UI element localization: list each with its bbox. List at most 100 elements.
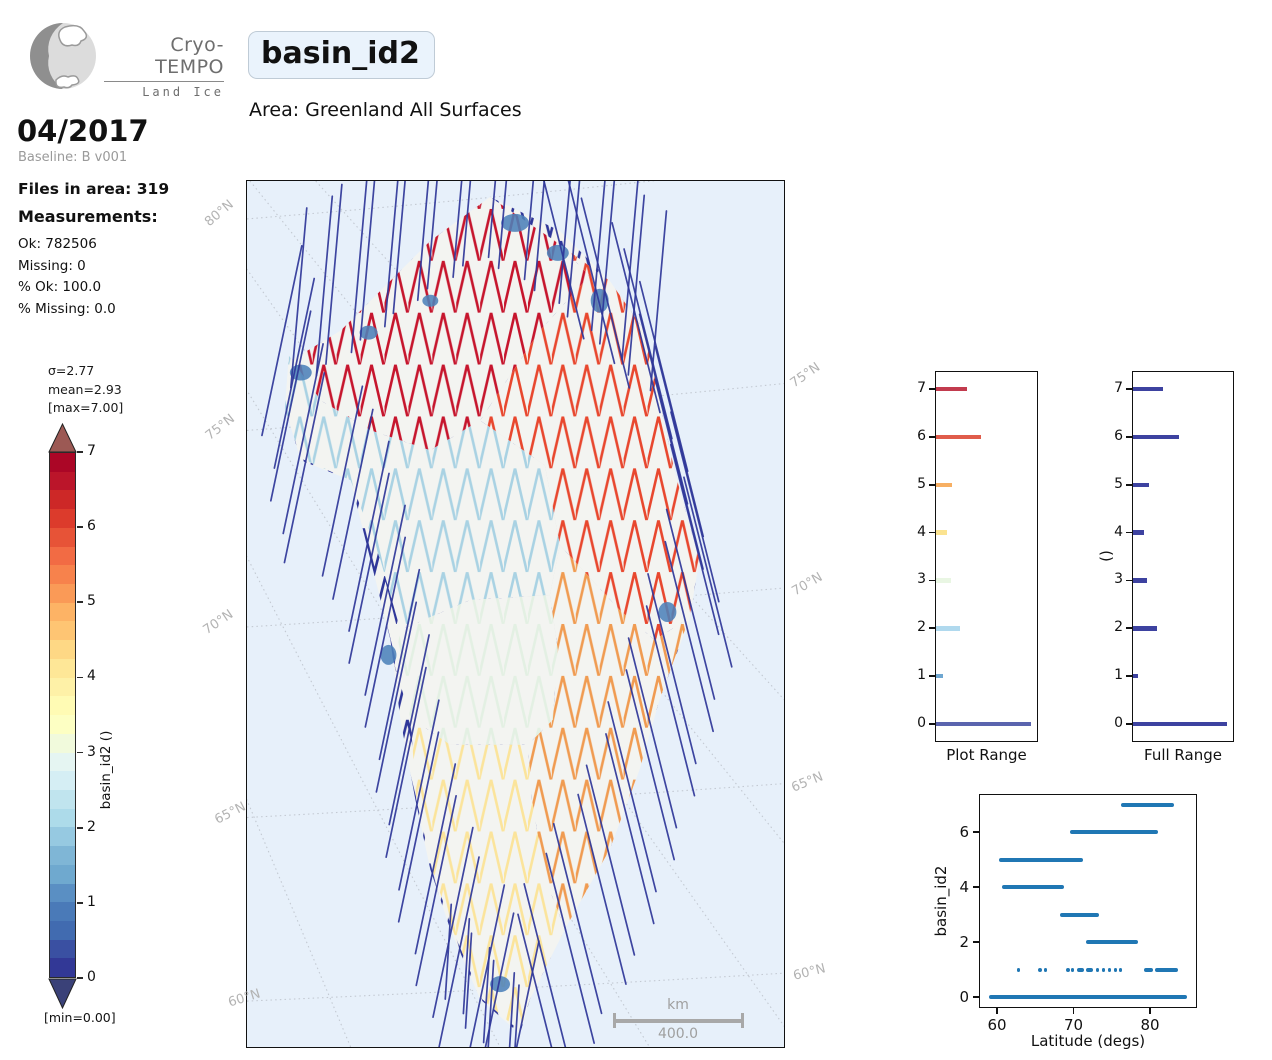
basin-5-region [527,545,690,930]
basin-1-patch [658,602,677,622]
track-spike [625,669,676,861]
colorbar-tick-label: 2 [87,818,96,835]
track-spike [647,573,697,765]
track-spike [607,701,657,893]
colorbar-tick-mark [77,601,83,604]
logo-divider [104,81,224,82]
stat-pct-missing: % Missing: 0.0 [18,301,116,317]
files-in-area: Files in area: 319 [18,180,170,198]
colorbar-tick-mark [77,451,83,453]
scatter-strip-basin-2 [1085,940,1138,944]
track-spike [552,822,603,1015]
track-spike [426,181,438,290]
colorbar-tick-label: 6 [87,518,96,535]
track-spike [398,699,440,891]
colorbar-band [50,490,75,510]
track-spike [638,313,689,505]
track-spike [385,666,427,859]
scatter-strip-basin-1 [1101,967,1105,972]
basin-1-patch [546,244,569,261]
hist-ytick-mark [1126,579,1132,582]
colorbar-tick-label: 3 [87,743,96,760]
scalebar-unit: km [667,997,689,1013]
colorbar-band [50,584,75,603]
scatter-xtick-mark [996,1008,998,1014]
scatter-strip-basin-4 [1001,885,1064,889]
latitude-scatter-axes[interactable] [979,794,1197,1008]
basin-1-patches [289,213,677,993]
track-spike [638,280,689,473]
track-spike [375,601,418,793]
scalebar-left-tick [613,1013,616,1028]
scatter-strip-basin-1 [1016,967,1020,972]
hist-ytick-mark [929,579,935,582]
scatter-strip-basin-1 [1071,967,1075,972]
hist-bar-basin-1 [1133,673,1138,679]
colorbar-band [50,696,75,716]
track-spike [487,181,497,259]
scatter-xtick-label: 60 [987,1016,1007,1034]
hist-bar-basin-2 [936,626,961,631]
area-label: Area: Greenland All Surfaces [249,99,522,121]
hist-bar-basin-1 [936,673,944,679]
lat-label-left: 80°N [202,197,237,230]
lat-label-right: 60°N [791,961,828,984]
scatter-ytick-mark [973,831,979,833]
track-spike [348,472,390,664]
full-range-axes[interactable] [1132,371,1234,742]
colorbar-tick-mark [77,751,83,754]
colorbar-band [50,864,75,884]
hist-bar-basin-7 [936,386,968,392]
track-spike [664,540,714,733]
track-spike [523,181,535,281]
colorbar-tick-label: 7 [87,443,96,459]
track-spike [543,181,585,340]
track-spike [289,207,308,389]
colorbar-over-arrow-icon [48,423,77,453]
lat-label-right: 65°N [789,769,826,796]
basin-6-region [480,240,700,640]
track-spike [487,959,495,1047]
colorbar-min: [min=0.00] [44,1010,116,1025]
hist-bar-basin-4 [936,530,948,535]
greenland-map[interactable] [246,180,785,1048]
track-spike [388,634,430,826]
hist-ytick-mark [1126,531,1132,534]
track-spike [598,181,616,345]
hist-ytick-mark [929,388,935,390]
hist-ytick-mark [929,627,935,630]
track-spike [605,733,655,925]
track-spike [580,197,631,389]
scatter-strip-basin-1 [1095,967,1099,972]
scalebar [613,1019,743,1023]
plot-range-axes[interactable] [935,371,1038,742]
scatter-strip-basin-1 [1143,967,1154,972]
colorbar-band [50,471,75,491]
track-spike [392,181,406,315]
track-spike [645,605,696,797]
hist-ytick-label: 7 [917,380,926,396]
stat-missing: Missing: 0 [18,258,86,274]
track-spike [627,194,646,376]
hist-bar-basin-0 [1133,721,1227,727]
colorbar-band [50,546,75,566]
hist-bar-basin-4 [1133,530,1144,535]
scatter-strip-basin-1 [1154,967,1178,972]
colorbar-tick-label: 5 [87,593,96,610]
colorbar-band [50,621,75,641]
hist-ytick-label: 4 [917,523,926,540]
colorbar-band [50,827,75,847]
scatter-ylabel: basin_id2 [932,865,950,937]
colorbar [49,452,76,978]
scatter-xtick-mark [1072,1008,1075,1014]
ocean-track-spikes [261,181,733,1047]
logo-subtitle: Land Ice [142,85,224,99]
scatter-ytick-mark [973,996,979,998]
hist-bar-basin-5 [936,482,953,487]
colorbar-under-arrow-icon [48,978,77,1009]
colorbar-tick-label: 4 [87,668,96,685]
colorbar-max: [max=7.00] [48,400,124,415]
track-spike [654,346,705,538]
hist-ytick-mark [929,675,935,677]
basin-1-patch [380,644,397,665]
